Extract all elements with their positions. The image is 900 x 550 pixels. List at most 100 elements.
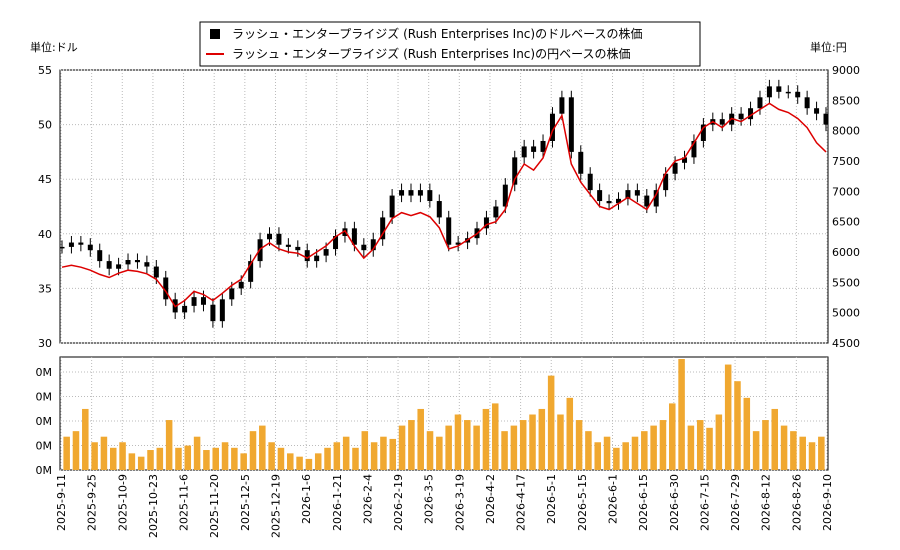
volume-bar [314, 453, 322, 470]
volume-bar [91, 442, 98, 470]
volume-bar [687, 425, 695, 470]
usd-price-bar [682, 157, 688, 163]
usd-price-bar [804, 97, 810, 109]
usd-price-bar [691, 140, 697, 158]
right-tick-label: 7000 [832, 185, 860, 198]
usd-price-bar [361, 244, 367, 251]
volume-bar [147, 450, 154, 470]
volume-bar [221, 442, 229, 470]
usd-price-bar [370, 239, 376, 251]
usd-price-bar [748, 108, 754, 120]
x-tick-label: 2026-6-1 [607, 474, 620, 524]
volume-bar [324, 447, 331, 470]
usd-price-bar [455, 242, 461, 245]
left-unit-label: 単位:ドル [30, 40, 78, 54]
volume-bar [380, 436, 387, 470]
usd-price-bar [597, 190, 603, 202]
volume-bar [706, 427, 713, 470]
volume-bar [510, 425, 518, 470]
usd-price-bar [304, 250, 310, 262]
volume-bar [501, 431, 508, 470]
usd-price-bar [210, 304, 216, 322]
volume-bar [249, 431, 257, 470]
volume-bar [473, 425, 480, 470]
x-tick-label: 2025-9-11 [55, 474, 68, 531]
volume-bar [184, 445, 192, 470]
volume-bar [631, 436, 639, 470]
volume-bar [669, 403, 676, 470]
right-tick-label: 5000 [832, 307, 860, 320]
usd-price-bar [625, 190, 631, 199]
usd-price-bar [559, 97, 565, 114]
volume-panel: 0M 0M 0M 0M 0M [36, 356, 829, 477]
volume-bar [780, 425, 788, 470]
usd-price-bar [342, 228, 348, 236]
volume-tick-label: 0M [36, 464, 53, 477]
usd-price-bar [578, 151, 584, 174]
right-tick-label: 4500 [832, 337, 860, 350]
volume-bar [659, 420, 667, 470]
usd-price-bar [521, 146, 527, 158]
right-tick-label: 6000 [832, 246, 860, 259]
usd-price-bar [229, 288, 235, 300]
volume-bar [296, 456, 303, 470]
volume-bar [342, 436, 350, 470]
usd-price-bar [125, 260, 131, 265]
usd-price-bar [380, 217, 386, 240]
usd-price-bar [219, 299, 225, 322]
legend-label-jpy: ラッシュ・エンタープライジズ (Rush Enterprises Inc)の円ベ… [232, 46, 630, 61]
usd-price-bar [333, 235, 339, 250]
left-tick-label: 55 [38, 64, 52, 77]
x-tick-label: 2025-9-25 [86, 474, 99, 531]
volume-bar [259, 425, 266, 470]
volume-bar [277, 447, 285, 470]
usd-price-bar [634, 190, 640, 196]
usd-price-bar [191, 297, 197, 306]
left-tick-label: 30 [38, 337, 52, 350]
usd-price-bar [238, 281, 244, 289]
volume-bar [436, 436, 443, 470]
usd-price-bar [540, 140, 546, 152]
usd-price-bar [106, 261, 112, 269]
volume-bar [203, 450, 210, 470]
usd-price-bar [795, 91, 801, 98]
volume-tick-label: 0M [36, 415, 53, 428]
volume-bar [603, 436, 611, 470]
x-tick-label: 2026-1-21 [331, 474, 344, 531]
x-tick-label: 2025-12-5 [239, 474, 252, 531]
x-tick-label: 2026-4-17 [515, 474, 528, 531]
volume-bar [287, 453, 294, 470]
x-tick-label: 2026-4-2 [484, 474, 497, 524]
usd-price-bar [78, 242, 84, 245]
volume-bar [305, 458, 313, 470]
legend-label-usd: ラッシュ・エンタープライジズ (Rush Enterprises Inc)のドル… [232, 26, 642, 41]
volume-bar [724, 364, 732, 470]
volume-bar [352, 447, 359, 470]
right-tick-label: 9000 [832, 64, 860, 77]
volume-bar [128, 453, 136, 470]
usd-price-bar [757, 97, 763, 109]
volume-bar [799, 436, 806, 470]
volume-bar [519, 420, 527, 470]
usd-price-bar [587, 173, 593, 191]
usd-price-bar [408, 190, 414, 196]
usd-price-bar [549, 113, 555, 141]
usd-price-bar [700, 124, 706, 141]
usd-price-bar [134, 260, 140, 263]
volume-bar [678, 359, 685, 470]
usd-price-bar [97, 250, 103, 262]
volume-bar [790, 431, 797, 470]
left-axis: 30 35 40 45 50 55 [38, 64, 52, 350]
x-tick-label: 2025-11-6 [178, 474, 191, 531]
right-tick-label: 6500 [832, 216, 860, 229]
volume-bar [454, 414, 462, 470]
usd-price-bar [87, 244, 93, 251]
volume-bar [72, 431, 80, 470]
usd-price-bar [502, 184, 508, 207]
usd-price-bar [738, 113, 744, 120]
volume-bar [240, 453, 247, 470]
usd-price-bar [351, 228, 357, 245]
volume-bar [752, 431, 760, 470]
volume-axis: 0M 0M 0M 0M 0M [36, 366, 53, 477]
